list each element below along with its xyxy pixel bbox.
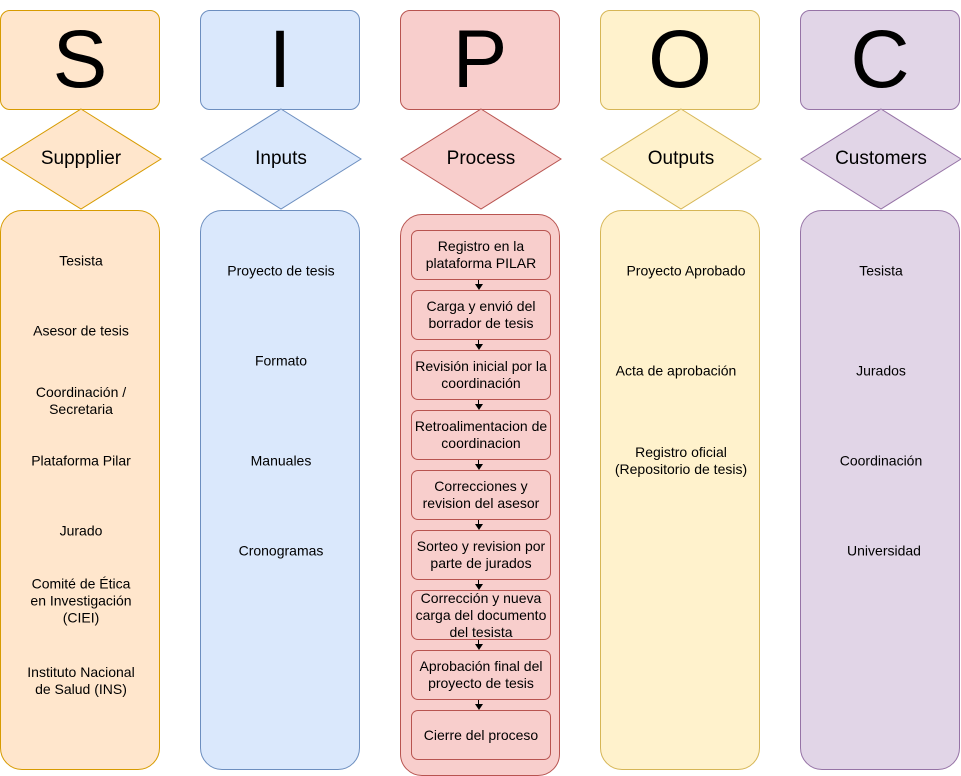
- column-process: P Process Registro en la plataforma PILAR…: [400, 0, 562, 776]
- diamond-supplier: Suppplier: [0, 108, 162, 210]
- diamond-process: Process: [400, 108, 562, 210]
- outputs-list: Proyecto Aprobado Acta de aprobación Reg…: [600, 210, 760, 770]
- process-step: Retroalimentacion de coordinacion: [411, 410, 551, 460]
- customers-list: Tesista Jurados Coordinación Universidad: [800, 210, 960, 770]
- letter-box-p: P: [400, 10, 560, 110]
- column-inputs: I Inputs Proyecto de tesis Formato Manua…: [200, 0, 362, 775]
- process-step: Carga y envió del borrador de tesis: [411, 290, 551, 340]
- column-supplier: S Suppplier Tesista Asesor de tesis Coor…: [0, 0, 162, 775]
- supplier-item: Instituto Nacional de Salud (INS): [27, 664, 135, 697]
- supplier-item: Plataforma Pilar: [31, 452, 131, 469]
- diamond-label-process: Process: [446, 148, 516, 169]
- supplier-list: Tesista Asesor de tesis Coordinación / Se…: [0, 210, 160, 770]
- outputs-item: Registro oficial (Repositorio de tesis): [614, 444, 748, 477]
- inputs-item: Proyecto de tesis: [227, 262, 335, 279]
- outputs-item: Acta de aprobación: [615, 362, 737, 379]
- diamond-label-inputs: Inputs: [255, 148, 307, 169]
- process-step: Correcciones y revision del asesor: [411, 470, 551, 520]
- letter-box-c: C: [800, 10, 960, 110]
- diamond-label-supplier: Suppplier: [40, 148, 122, 169]
- process-step: Registro en la plataforma PILAR: [411, 230, 551, 280]
- supplier-item: Tesista: [59, 252, 103, 269]
- supplier-item: Jurado: [59, 522, 103, 539]
- customers-item: Tesista: [859, 262, 903, 279]
- inputs-item: Formato: [254, 352, 308, 369]
- diamond-label-outputs: Outputs: [647, 148, 715, 169]
- process-step: Aprobación final del proyecto de tesis: [411, 650, 551, 700]
- diamond-outputs: Outputs: [600, 108, 762, 210]
- supplier-item: Comité de Ética en Investigación (CIEI): [30, 575, 132, 626]
- process-step: Cierre del proceso: [411, 710, 551, 760]
- customers-item: Jurados: [856, 362, 906, 379]
- inputs-list: Proyecto de tesis Formato Manuales Crono…: [200, 210, 360, 770]
- letter-box-s: S: [0, 10, 160, 110]
- supplier-item: Asesor de tesis: [33, 322, 129, 339]
- column-customers: C Customers Tesista Jurados Coordinación…: [800, 0, 961, 775]
- outputs-item: Proyecto Aprobado: [626, 262, 746, 279]
- customers-item: Coordinación: [839, 452, 923, 469]
- customers-item: Universidad: [847, 542, 921, 559]
- letter-box-o: O: [600, 10, 760, 110]
- diamond-label-customers: Customers: [835, 148, 927, 169]
- column-outputs: O Outputs Proyecto Aprobado Acta de apro…: [600, 0, 762, 775]
- process-step: Revisión inicial por la coordinación: [411, 350, 551, 400]
- diamond-inputs: Inputs: [200, 108, 362, 210]
- process-step: Sorteo y revision por parte de jurados: [411, 530, 551, 580]
- letter-box-i: I: [200, 10, 360, 110]
- inputs-item: Manuales: [250, 452, 312, 469]
- diamond-customers: Customers: [800, 108, 961, 210]
- inputs-item: Cronogramas: [238, 542, 324, 559]
- supplier-item: Coordinación / Secretaria: [35, 384, 127, 417]
- process-step: Corrección y nueva carga del documento del…: [411, 590, 551, 640]
- process-flow: Registro en la plataforma PILAR Carga y e…: [400, 214, 560, 776]
